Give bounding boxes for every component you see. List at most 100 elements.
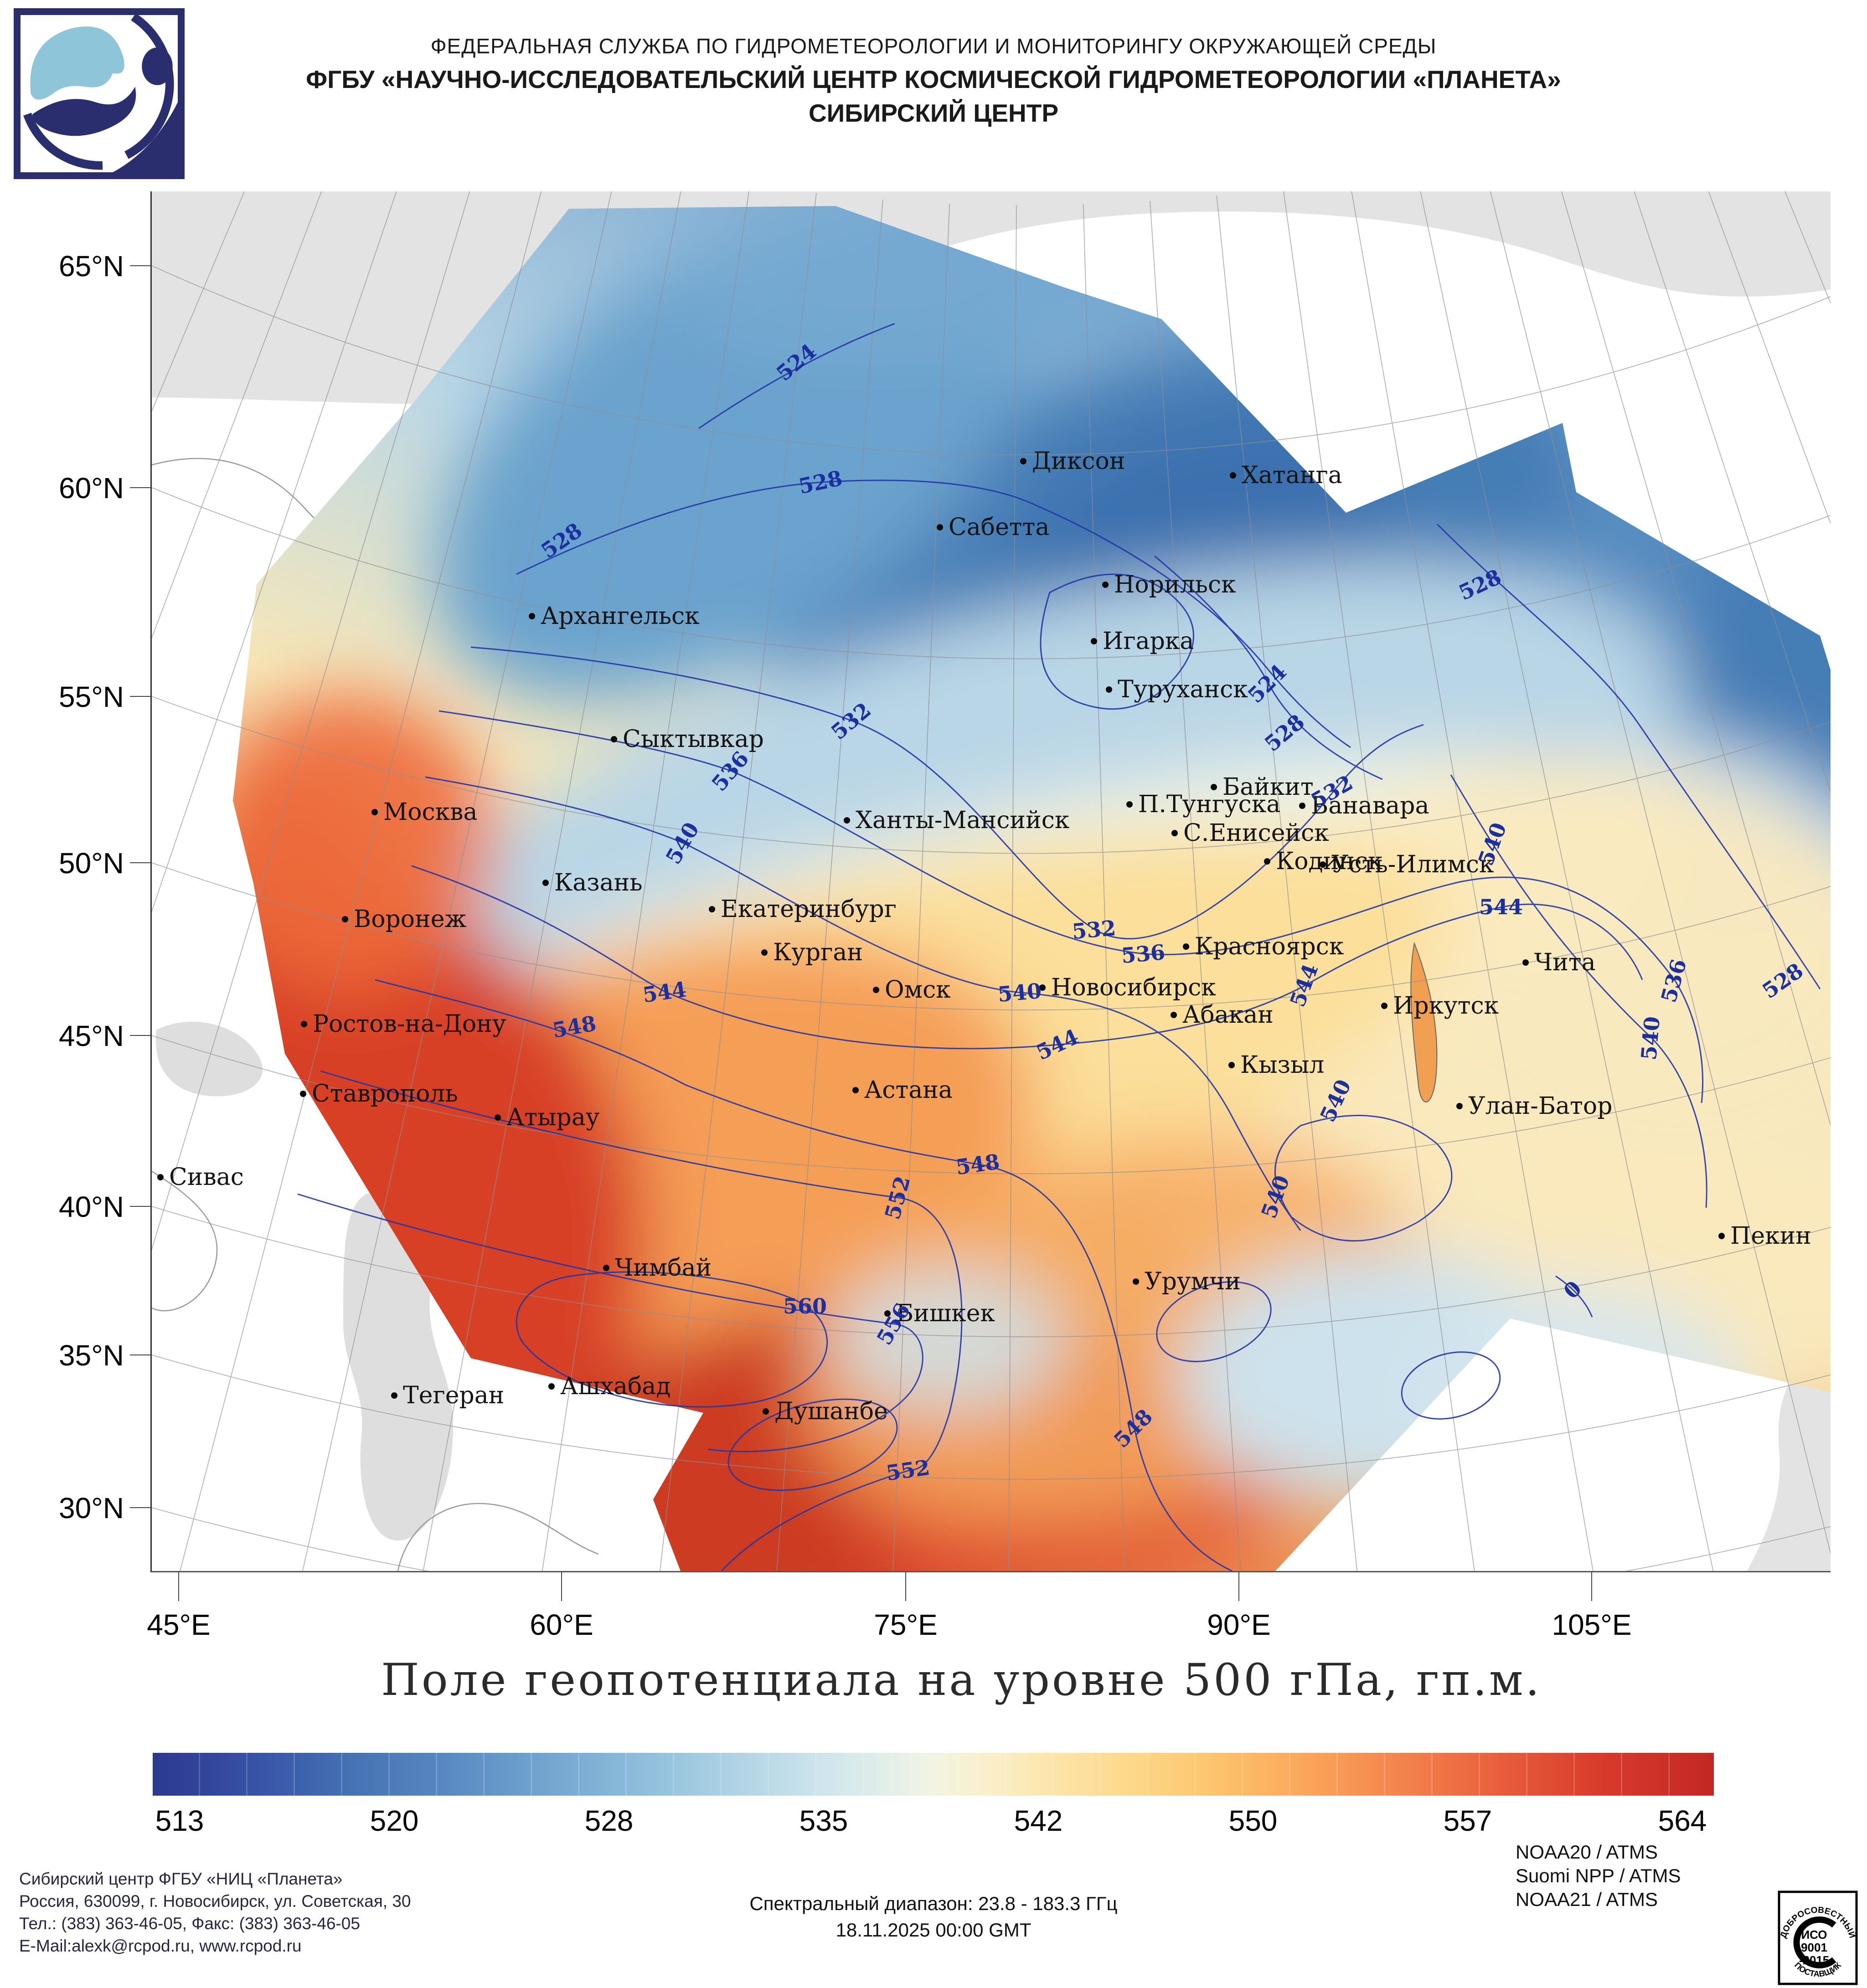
lat-label: 30°N (59, 1492, 124, 1524)
contour-label: 540 (1636, 1015, 1665, 1061)
lon-label: 105°E (1552, 1608, 1632, 1641)
contact-block: Сибирский центр ФГБУ «НИЦ «Планета» Росси… (19, 1868, 411, 1957)
city-dot (761, 949, 768, 956)
satellite-item: NOAA20 / ATMS (1516, 1841, 1658, 1863)
city-marker: Пекин (1718, 1222, 1811, 1250)
city-label: П.Тунгуска (1138, 791, 1281, 818)
city-marker: Улан-Батор (1456, 1092, 1612, 1120)
city-marker: Астана (852, 1076, 953, 1104)
city-dot (873, 987, 879, 993)
satellite-list: NOAA20 / ATMS Suomi NPP / ATMS NOAA21 / AT… (1516, 1840, 1681, 1911)
city-dot (300, 1091, 306, 1097)
city-label: Екатеринбург (721, 896, 897, 923)
satellite-item: Suomi NPP / ATMS (1516, 1865, 1681, 1886)
city-marker: Урумчи (1133, 1268, 1241, 1295)
contour-label: 544 (1479, 895, 1523, 919)
city-dot (1039, 984, 1046, 991)
pacific-corner-area (1747, 1347, 1831, 1571)
city-marker: Ставрополь (300, 1080, 458, 1107)
map-canvas (152, 191, 1831, 1571)
contour-label: 560 (783, 1294, 827, 1318)
city-dot (1126, 801, 1133, 808)
lat-label: 65°N (59, 250, 124, 283)
city-dot (548, 1383, 555, 1390)
city-marker: Кызыл (1228, 1051, 1324, 1079)
graticule (152, 191, 1831, 1571)
city-dot (1381, 1003, 1387, 1009)
city-dot (844, 817, 850, 824)
city-dot (157, 1174, 164, 1180)
city-dot (1264, 858, 1270, 865)
lat-label: 45°N (59, 1020, 124, 1052)
city-label: Новосибирск (1051, 974, 1216, 1001)
city-dot (611, 736, 617, 742)
city-dot (1211, 784, 1217, 790)
city-marker: Красноярск (1183, 933, 1344, 960)
lon-tick (1238, 1572, 1239, 1601)
city-marker: Туруханск (1106, 676, 1248, 703)
city-label: Иркутск (1393, 992, 1499, 1020)
city-label: Москва (383, 798, 478, 826)
lon-tick (1591, 1572, 1592, 1601)
city-marker: Ростов-на-Дону (301, 1010, 506, 1038)
city-marker: Иркутск (1381, 992, 1499, 1020)
city-marker: Курган (761, 939, 863, 966)
lat-tick (130, 265, 151, 266)
city-label: Чимбай (615, 1254, 712, 1282)
city-label: Усть-Илимск (1331, 851, 1494, 878)
city-label: Урумчи (1145, 1268, 1241, 1295)
colorbar-value: 528 (584, 1804, 634, 1837)
city-dot (1456, 1103, 1463, 1109)
city-label: Красноярск (1195, 933, 1344, 960)
city-label: Сивас (169, 1164, 244, 1191)
lat-tick (130, 1507, 151, 1508)
contour-label: 540 (996, 978, 1043, 1007)
city-marker: Сивас (157, 1164, 244, 1191)
lon-label: 45°E (147, 1608, 211, 1641)
lat-tick (130, 1035, 151, 1036)
contour-lines (297, 323, 1821, 1571)
city-marker: Чимбай (603, 1254, 712, 1282)
city-marker: Екатеринбург (709, 896, 897, 923)
city-marker: Бишкек (884, 1300, 995, 1327)
city-marker: Хатанга (1230, 462, 1342, 489)
city-marker: Новосибирск (1039, 974, 1216, 1001)
city-label: Норильск (1114, 571, 1236, 598)
city-label: С.Енисейск (1183, 819, 1329, 847)
city-marker: Абакан (1171, 1001, 1274, 1029)
city-label: Абакан (1182, 1001, 1274, 1029)
city-label: Омск (885, 976, 951, 1004)
geopotential-map (150, 191, 1831, 1572)
city-dot (1718, 1233, 1725, 1239)
city-label: Ханты-Мансийск (856, 807, 1070, 834)
city-dot (1106, 686, 1112, 693)
colorbar-value: 542 (1014, 1804, 1063, 1837)
colorbar-value: 564 (1658, 1804, 1707, 1837)
iso-l1: ИСО (1801, 1928, 1827, 1942)
lat-tick (130, 1206, 151, 1207)
planeta-logo-icon (14, 8, 185, 179)
city-label: Астана (864, 1076, 953, 1104)
city-marker: Тегеран (391, 1382, 504, 1409)
city-marker: Воронеж (342, 906, 466, 933)
city-dot (1102, 582, 1109, 588)
city-dot (495, 1114, 501, 1121)
lon-tick (905, 1572, 906, 1601)
city-label: Душанбе (774, 1398, 888, 1425)
contact-line: E-Mail:alexk@rcpod.ru, www.rcpod.ru (19, 1936, 302, 1955)
city-marker: Игарка (1091, 628, 1194, 655)
city-dot (1299, 803, 1305, 809)
city-label: Сыктывкар (623, 726, 764, 753)
colorbar-value: 535 (799, 1804, 848, 1837)
iso-9001-stamp-icon: ДОБРОСОВЕСТНЫЙ ПОСТАВЩИК ИСО 9001 -2015 (1778, 1890, 1858, 1985)
city-dot (1230, 472, 1236, 479)
city-marker: Казань (542, 869, 643, 896)
city-label: Кодинск (1276, 848, 1383, 875)
city-label: Сабетта (949, 514, 1050, 541)
city-marker: Сыктывкар (611, 726, 764, 753)
iso-l3: -2015 (1799, 1953, 1830, 1967)
product-title: Поле геопотенциала на уровне 500 гПа, гп… (381, 1654, 1542, 1705)
colorbar (153, 1753, 1714, 1796)
iso-l2: 9001 (1801, 1941, 1827, 1954)
